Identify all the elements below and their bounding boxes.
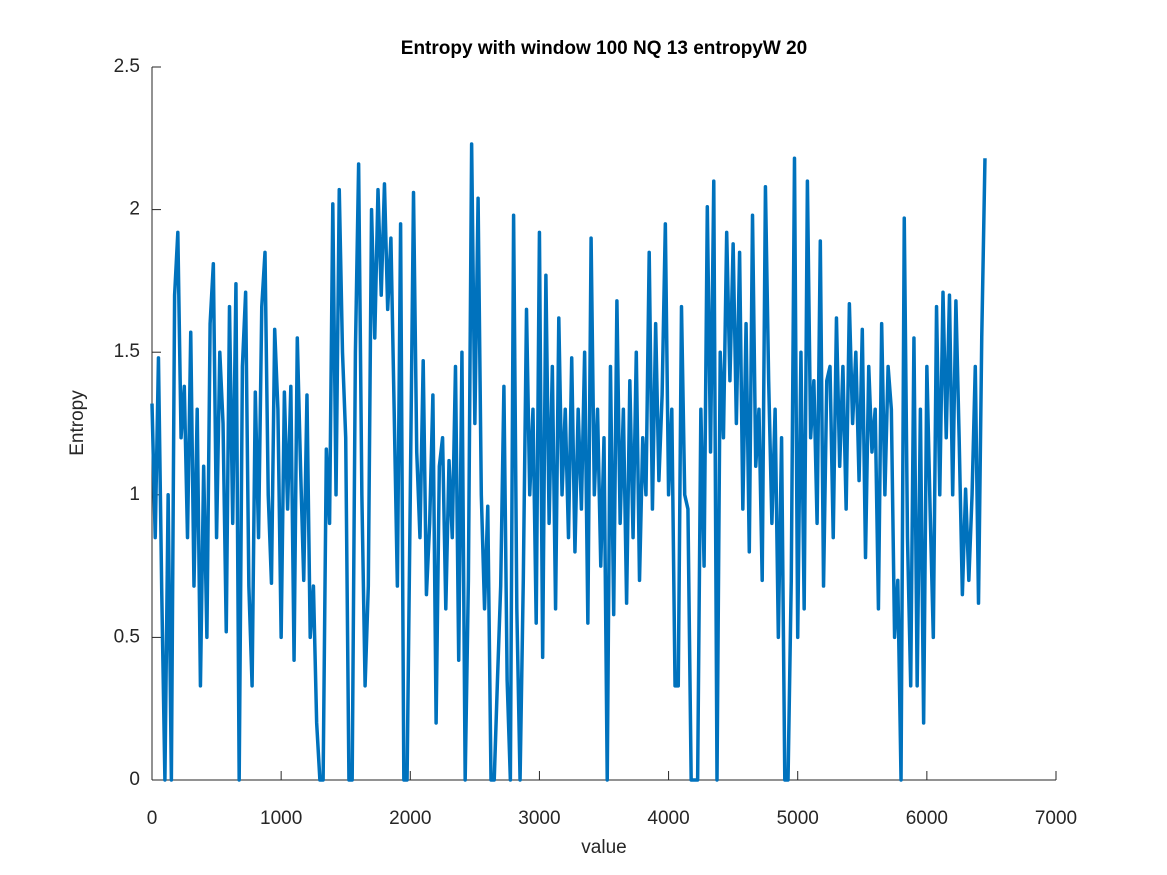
y-tick-label: 1.5 xyxy=(114,341,140,362)
y-axis-label: Entropy xyxy=(67,390,88,456)
x-tick-label: 4000 xyxy=(647,808,689,829)
y-tick-label: 2.5 xyxy=(114,56,140,77)
x-tick-label: 0 xyxy=(147,808,158,829)
x-tick-label: 7000 xyxy=(1035,808,1077,829)
x-tick-label: 6000 xyxy=(906,808,948,829)
y-tick-label: 2 xyxy=(129,199,140,220)
y-tick-label: 0 xyxy=(129,769,140,790)
x-axis-label: value xyxy=(581,837,626,858)
data-line xyxy=(150,142,987,782)
y-tick-label: 0.5 xyxy=(114,626,140,647)
chart-title: Entropy with window 100 NQ 13 entropyW 2… xyxy=(401,38,807,59)
y-tick-label: 1 xyxy=(129,484,140,505)
x-tick-label: 5000 xyxy=(777,808,819,829)
x-tick-label: 3000 xyxy=(518,808,560,829)
x-tick-label: 2000 xyxy=(389,808,431,829)
x-tick-label: 1000 xyxy=(260,808,302,829)
